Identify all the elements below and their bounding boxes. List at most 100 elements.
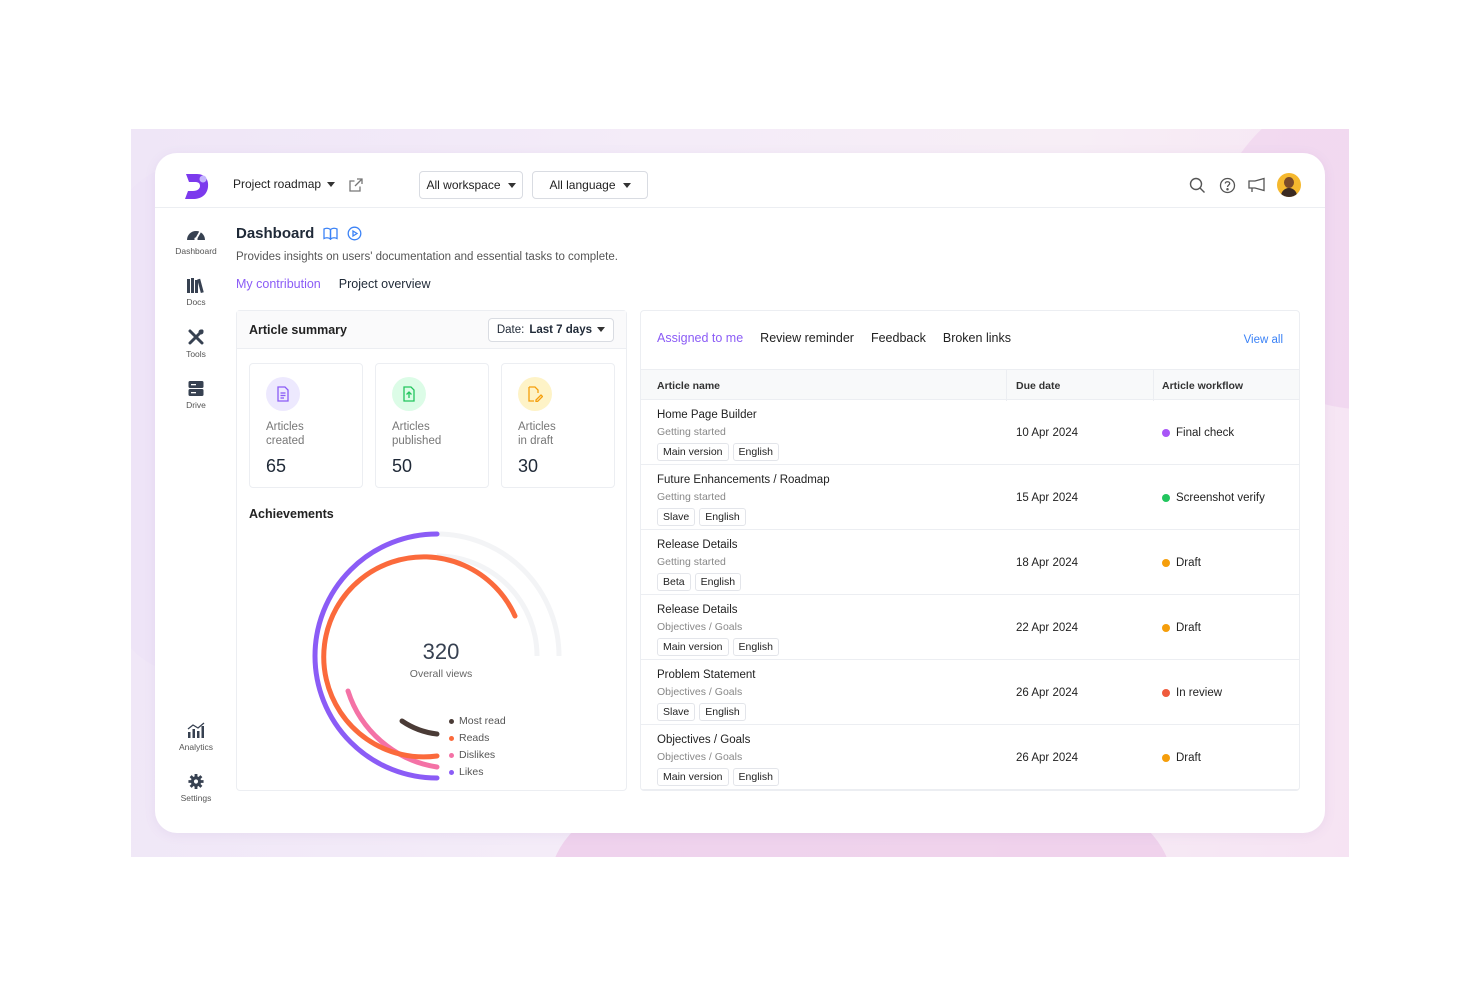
language-dropdown[interactable]: All language <box>532 171 648 199</box>
likes-arc <box>312 531 440 781</box>
tab-review-reminder[interactable]: Review reminder <box>760 331 854 345</box>
legend-item: Likes <box>449 764 506 781</box>
search-icon[interactable] <box>1187 175 1207 195</box>
legend-label: Dislikes <box>459 749 496 761</box>
card-title: Article summary <box>249 322 347 337</box>
article-name[interactable]: Release Details <box>657 539 738 551</box>
version-tag: English <box>694 573 742 591</box>
legend-label: Likes <box>459 766 484 778</box>
help-icon[interactable] <box>1217 175 1237 195</box>
sidebar-item-drive[interactable]: Drive <box>163 380 229 410</box>
due-date: 22 Apr 2024 <box>1016 622 1079 634</box>
column-header-workflow[interactable]: Article workflow <box>1162 380 1244 392</box>
tab-project-overview[interactable]: Project overview <box>338 277 431 291</box>
document-icon <box>266 377 300 411</box>
workflow-status: Screenshot verify <box>1162 492 1265 504</box>
tab-my-contribution[interactable]: My contribution <box>236 277 321 291</box>
total-views-value: 320 <box>423 639 460 664</box>
workflow-label: Draft <box>1176 557 1201 569</box>
article-category: Getting started <box>657 556 726 568</box>
table-row[interactable]: Problem Statement Objectives / Goals Slave… <box>641 660 1299 725</box>
article-name[interactable]: Objectives / Goals <box>657 734 751 746</box>
status-dot <box>1162 559 1170 567</box>
workflow-label: In review <box>1176 687 1223 699</box>
page-title: Dashboard <box>236 225 315 242</box>
achievements-ring-chart: 320 Overall views <box>312 531 562 781</box>
sidebar-item-tools[interactable]: Tools <box>163 329 229 359</box>
table-row[interactable]: Release Details Getting started Beta Englis… <box>641 530 1299 595</box>
tab-broken-links[interactable]: Broken links <box>942 331 1011 345</box>
column-header-due-date[interactable]: Due date <box>1016 380 1061 392</box>
article-name[interactable]: Future Enhancements / Roadmap <box>657 474 830 486</box>
dislikes-arc <box>345 688 440 770</box>
table-row[interactable]: Home Page Builder Getting started Main ver… <box>641 400 1299 465</box>
sidebar-item-docs[interactable]: Docs <box>163 277 229 307</box>
status-dot <box>1162 754 1170 762</box>
sidebar-item-label: Tools <box>186 349 206 359</box>
external-link-icon[interactable] <box>348 177 364 193</box>
stat-label: in draft <box>518 435 554 447</box>
edit-document-icon <box>518 377 552 411</box>
sidebar-item-settings[interactable]: Settings <box>163 773 229 803</box>
article-summary-card: Article summary Date: Last 7 days Articl… <box>236 310 627 791</box>
article-name[interactable]: Release Details <box>657 604 738 616</box>
legend-item: Dislikes <box>449 747 506 764</box>
article-category: Objectives / Goals <box>657 751 743 763</box>
language-value: All language <box>549 178 616 192</box>
version-tag: English <box>699 508 746 526</box>
stat-articles-published: Articles published 50 <box>375 363 489 488</box>
tab-feedback[interactable]: Feedback <box>870 331 926 345</box>
workflow-label: Draft <box>1176 752 1201 764</box>
status-dot <box>1162 429 1170 437</box>
sidebar-item-dashboard[interactable]: Dashboard <box>163 225 229 256</box>
article-name[interactable]: Home Page Builder <box>657 409 757 421</box>
article-name[interactable]: Problem Statement <box>657 669 756 681</box>
table-row[interactable]: Objectives / Goals Objectives / Goals Main… <box>641 725 1299 790</box>
view-all-link[interactable]: View all <box>1243 334 1283 346</box>
legend-label: Reads <box>459 732 490 744</box>
legend-item: Reads <box>449 730 506 747</box>
due-date: 18 Apr 2024 <box>1016 557 1079 569</box>
version-tag: English <box>699 703 746 721</box>
version-tag: Beta <box>657 573 691 591</box>
tools-icon <box>188 329 204 345</box>
library-icon <box>187 278 204 294</box>
workspace-dropdown[interactable]: All workspace <box>419 171 523 199</box>
chevron-down-icon <box>327 181 336 187</box>
workflow-status: Final check <box>1162 427 1234 439</box>
table-row[interactable]: Release Details Objectives / Goals Main ve… <box>641 595 1299 660</box>
legend-item: Most read <box>449 713 506 730</box>
stat-value: 30 <box>518 456 539 476</box>
app-logo-icon[interactable] <box>181 171 211 201</box>
gauge-icon <box>187 231 205 241</box>
sidebar-item-analytics[interactable]: Analytics <box>163 722 229 752</box>
chevron-down-icon <box>507 182 516 188</box>
date-filter-dropdown[interactable]: Date: Last 7 days <box>487 317 614 342</box>
due-date: 10 Apr 2024 <box>1016 427 1079 439</box>
workflow-label: Draft <box>1176 622 1201 634</box>
date-filter-value: Last 7 days <box>529 323 592 336</box>
stat-articles-created: Articles created 65 <box>249 363 363 488</box>
table-row[interactable]: Future Enhancements / Roadmap Getting sta… <box>641 465 1299 530</box>
chevron-down-icon <box>597 327 605 332</box>
status-dot <box>1162 494 1170 502</box>
project-name: Project roadmap <box>233 177 322 191</box>
tab-assigned-to-me[interactable]: Assigned to me <box>657 331 744 345</box>
announcement-icon[interactable] <box>1247 175 1267 195</box>
version-tag: English <box>732 768 779 786</box>
workflow-label: Final check <box>1176 427 1235 439</box>
stat-label: Articles <box>518 421 556 433</box>
sidebar-item-label: Settings <box>180 793 212 803</box>
book-icon[interactable] <box>323 227 339 240</box>
play-icon[interactable] <box>347 226 362 241</box>
due-date: 26 Apr 2024 <box>1016 687 1079 699</box>
column-header-article-name[interactable]: Article name <box>657 380 721 392</box>
article-category: Objectives / Goals <box>657 621 743 633</box>
user-avatar[interactable] <box>1277 173 1301 197</box>
due-date: 26 Apr 2024 <box>1016 752 1079 764</box>
project-selector[interactable]: Project roadmap <box>233 177 336 191</box>
stat-label: Articles <box>266 421 304 433</box>
reads-arc <box>321 554 518 760</box>
stat-value: 65 <box>266 456 287 476</box>
analytics-icon <box>187 722 205 738</box>
